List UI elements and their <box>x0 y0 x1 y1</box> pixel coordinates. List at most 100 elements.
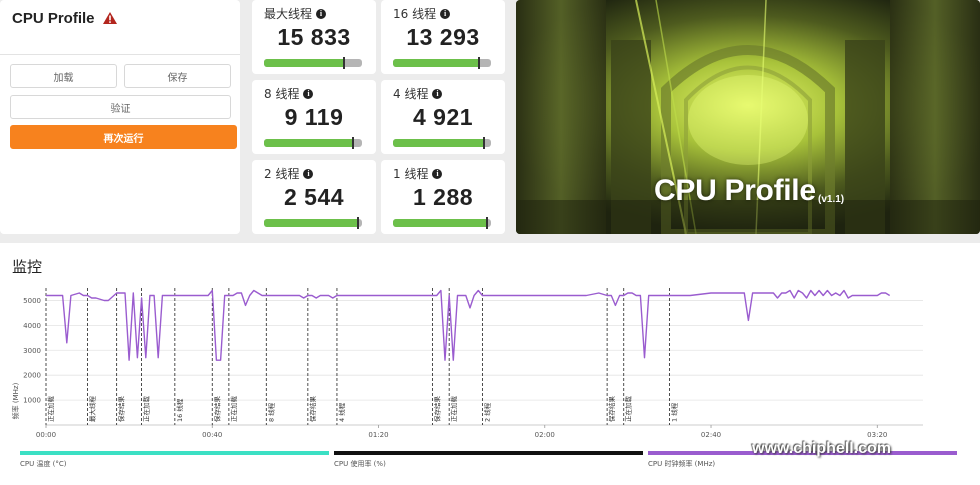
phase-label: 8 线程 <box>266 402 275 422</box>
legend-swatch <box>20 451 329 455</box>
hero-title: CPU Profile <box>654 174 816 207</box>
score-bar <box>264 217 362 229</box>
y-tick-label: 3000 <box>23 347 41 355</box>
score-card: 16 线程 i 13 293 <box>381 0 505 74</box>
score-label-text: 2 线程 <box>264 167 300 181</box>
info-icon[interactable]: i <box>432 168 443 179</box>
y-tick-label: 4000 <box>23 322 41 330</box>
y-tick-label: 5000 <box>23 297 41 305</box>
score-card: 4 线程 i 4 921 <box>381 80 505 154</box>
y-tick-label: 1000 <box>23 397 41 405</box>
score-bar-marker <box>478 57 481 69</box>
score-bar-fill <box>393 219 488 227</box>
phase-label: 16 线程 <box>175 398 184 422</box>
phase-label: 正在加载 <box>624 396 633 423</box>
legend-label: CPU 使用率 (%) <box>334 460 386 468</box>
score-bar-fill <box>264 139 354 147</box>
phase-label: 保存结果 <box>308 396 317 423</box>
phase-label: 最大线程 <box>88 396 97 423</box>
info-icon[interactable]: i <box>303 88 314 99</box>
score-value: 13 293 <box>406 24 480 50</box>
frequency-chart: 正在加载 最大线程 保存结果 正在加载 16 线程 保存结果 正在加载 8 线程 保存结果 4 线… <box>11 288 923 439</box>
score-bar-fill <box>393 59 480 67</box>
phase-label: 正在加载 <box>142 396 151 423</box>
phase-label: 正在加载 <box>449 396 458 423</box>
x-tick-label: 02:40 <box>701 431 721 439</box>
score-value: 9 119 <box>284 104 344 130</box>
score-label: 1 线程 i <box>393 165 443 182</box>
y-tick-label: 2000 <box>23 372 41 380</box>
score-bar-fill <box>264 219 359 227</box>
phase-label: 4 线程 <box>337 402 346 422</box>
hero-artwork <box>516 0 980 234</box>
legend-swatch <box>648 451 957 455</box>
score-label: 4 线程 i <box>393 85 443 102</box>
phase-label: 正在加载 <box>46 396 55 423</box>
score-bar <box>393 57 491 69</box>
score-label: 2 线程 i <box>264 165 314 182</box>
save-button[interactable]: 保存 <box>124 64 231 88</box>
phase-label: 保存结果 <box>212 396 221 423</box>
x-tick-label: 00:00 <box>36 431 56 439</box>
score-bar-fill <box>264 59 345 67</box>
info-icon[interactable]: i <box>303 168 314 179</box>
phase-label: 2 线程 <box>482 402 491 422</box>
legend-label: CPU 时钟频率 (MHz) <box>648 460 716 468</box>
hero-banner: CPU Profile (v1.1) <box>516 0 980 234</box>
score-label: 8 线程 i <box>264 85 314 102</box>
score-label: 最大线程 i <box>264 5 327 22</box>
score-value: 2 544 <box>283 184 345 210</box>
rerun-button[interactable]: 再次运行 <box>10 125 237 149</box>
phase-label: 保存结果 <box>607 396 616 423</box>
x-tick-label: 03:20 <box>867 431 887 439</box>
watermark-url: www.chiphell.com <box>752 440 891 457</box>
score-label-text: 4 线程 <box>393 87 429 101</box>
score-label-text: 1 线程 <box>393 167 429 181</box>
chart-ylabel: 频率 (MHz) <box>11 382 20 419</box>
info-icon[interactable]: i <box>440 8 451 19</box>
legend-cpu-usage[interactable]: CPU 使用率 (%) <box>334 451 643 468</box>
legend-cpu-temperature[interactable]: CPU 温度 (°C) <box>20 451 329 468</box>
score-card: 1 线程 i 1 288 <box>381 160 505 234</box>
score-bar-marker <box>486 217 489 229</box>
score-bar-marker <box>352 137 355 149</box>
score-value: 1 288 <box>412 184 474 210</box>
x-tick-label: 00:40 <box>202 431 222 439</box>
info-icon[interactable]: i <box>316 8 327 19</box>
score-label-text: 8 线程 <box>264 87 300 101</box>
warning-triangle-icon <box>102 11 117 29</box>
phase-label: 保存结果 <box>433 396 442 423</box>
hero-version: (v1.1) <box>818 194 845 205</box>
phase-label: 正在加载 <box>229 396 238 423</box>
x-tick-label: 01:20 <box>368 431 388 439</box>
score-label-text: 最大线程 <box>264 7 313 21</box>
score-bar-marker <box>343 57 346 69</box>
score-bar <box>393 217 491 229</box>
score-bar-marker <box>483 137 486 149</box>
score-label-text: 16 线程 <box>393 7 437 21</box>
x-tick-label: 02:00 <box>535 431 555 439</box>
score-value: 4 921 <box>412 104 474 130</box>
benchmark-panel: CPU Profile 加载 保存 验证 再次运行 <box>0 0 240 234</box>
score-bar <box>264 137 362 149</box>
monitor-panel: 监控 正在加载 最大线程 保存结果 正在加载 16 线程 保存结果 正在加载 8 线程 保存结果… <box>0 243 980 485</box>
series-line-clock <box>46 289 891 361</box>
score-value: 15 833 <box>277 24 351 50</box>
score-bar-marker <box>357 217 360 229</box>
score-card: 8 线程 i 9 119 <box>252 80 376 154</box>
score-bar <box>264 57 362 69</box>
score-card: 2 线程 i 2 544 <box>252 160 376 234</box>
phase-label: 1 线程 <box>669 402 678 422</box>
legend-label: CPU 温度 (°C) <box>20 460 67 468</box>
load-button[interactable]: 加载 <box>10 64 117 88</box>
score-card: 最大线程 i 15 833 <box>252 0 376 74</box>
score-label: 16 线程 i <box>393 5 451 22</box>
phase-label: 保存结果 <box>117 396 126 423</box>
verify-button[interactable]: 验证 <box>10 95 231 119</box>
benchmark-title: CPU Profile <box>12 10 95 27</box>
monitor-title: 监控 <box>12 258 43 276</box>
legend-cpu-clock[interactable]: CPU 时钟频率 (MHz) <box>648 451 957 468</box>
legend-swatch <box>334 451 643 455</box>
score-bar-fill <box>393 139 485 147</box>
info-icon[interactable]: i <box>432 88 443 99</box>
